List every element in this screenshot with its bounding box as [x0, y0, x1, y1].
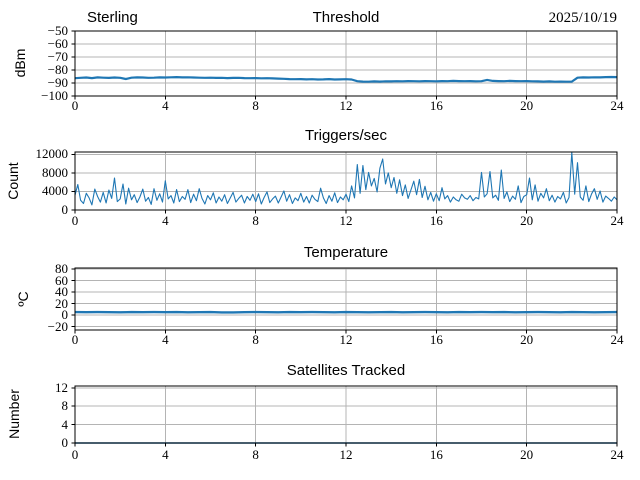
threshold-y-tick-label: −60: [47, 36, 68, 51]
chart4-ylabel: Number: [6, 389, 22, 439]
chart3-title: Temperature: [303, 244, 389, 261]
triggers-per-sec-y-tick-label: 8000: [42, 164, 68, 180]
triggers-per-sec-x-tick-label: 0: [71, 213, 79, 228]
triggers-per-sec-data-line: [74, 151, 618, 206]
threshold-x-tick-label: 4: [162, 98, 169, 113]
temperature-x-tick-label: 0: [71, 332, 79, 347]
threshold-plot: [71, 30, 618, 100]
triggers-per-sec-x-tick-label: 20: [520, 213, 534, 228]
satellites-tracked-x-tick-label: 20: [520, 447, 534, 462]
satellites-tracked-x-tick-label: 24: [610, 447, 624, 462]
chart1-title-date: 2025/10/19: [548, 10, 617, 26]
triggers-per-sec-x-tick-label: 16: [429, 213, 443, 228]
triggers-per-sec-x-tick-label: 24: [610, 213, 624, 228]
threshold-x-tick-label: 8: [252, 98, 259, 113]
temperature-y-tick-label: 40: [55, 284, 68, 300]
chart1-ylabel: dBm: [12, 48, 28, 78]
threshold-x-tick-label: 16: [429, 98, 443, 113]
threshold-y-tick-label: −70: [47, 49, 68, 64]
triggers-per-sec-y-tick-label: 4000: [42, 183, 68, 199]
satellites-tracked-x-tick-label: 8: [252, 447, 259, 462]
satellites-tracked-y-tick-label: 12: [55, 379, 68, 395]
temperature-y-tick-label: 20: [55, 295, 68, 311]
chart2-title: Triggers/sec: [305, 127, 387, 144]
temperature-y-tick-label: 0: [61, 307, 69, 323]
triggers-per-sec-y-tick-label: 0: [61, 202, 69, 217]
temperature-y-tick-label: 60: [55, 272, 68, 288]
threshold-y-tick-label: −80: [47, 62, 68, 77]
chart4-title: Satellites Tracked: [286, 362, 406, 379]
satellites-tracked-x-tick-label: 12: [339, 447, 353, 462]
satellites-tracked-y-tick-label: 4: [61, 416, 69, 432]
threshold-x-tick-label: 24: [610, 98, 624, 113]
triggers-per-sec-plot: [71, 151, 618, 214]
satellites-tracked-y-tick-label: 0: [61, 435, 69, 450]
temperature-x-tick-label: 20: [520, 332, 534, 347]
chart2-ylabel: Count: [5, 162, 21, 200]
temperature-x-tick-label: 24: [610, 332, 624, 347]
satellites-tracked-x-tick-label: 4: [162, 447, 169, 462]
temperature-plot: [71, 267, 618, 334]
threshold-data-line: [74, 75, 618, 83]
temperature-x-tick-label: 12: [339, 332, 353, 347]
satellites-tracked-x-tick-label: 16: [429, 447, 443, 462]
triggers-per-sec-x-tick-label: 4: [162, 213, 169, 228]
triggers-per-sec-x-tick-label: 12: [339, 213, 353, 228]
chart3-ylabel: ºC: [15, 291, 31, 307]
satellites-tracked-plot: [71, 385, 618, 447]
temperature-x-tick-label: 16: [429, 332, 443, 347]
triggers-per-sec-y-tick-label: 12000: [35, 146, 69, 162]
temperature-y-tick-label: −20: [47, 318, 68, 334]
threshold-x-tick-label: 0: [71, 98, 79, 113]
threshold-y-tick-label: −90: [47, 75, 68, 90]
satellites-tracked-x-tick-label: 0: [71, 447, 79, 462]
satellites-tracked-y-tick-label: 8: [61, 398, 69, 414]
threshold-y-tick-label: −100: [41, 88, 68, 103]
threshold-x-tick-label: 20: [520, 98, 534, 113]
chart1-title-left: Sterling: [87, 9, 138, 26]
temperature-x-tick-label: 8: [252, 332, 259, 347]
temperature-y-tick-label: 80: [55, 261, 68, 277]
triggers-per-sec-x-tick-label: 8: [252, 213, 259, 228]
threshold-x-tick-label: 12: [339, 98, 353, 113]
chart1-title: Threshold: [312, 9, 380, 26]
temperature-x-tick-label: 4: [162, 332, 169, 347]
threshold-y-tick-label: −50: [47, 23, 68, 38]
